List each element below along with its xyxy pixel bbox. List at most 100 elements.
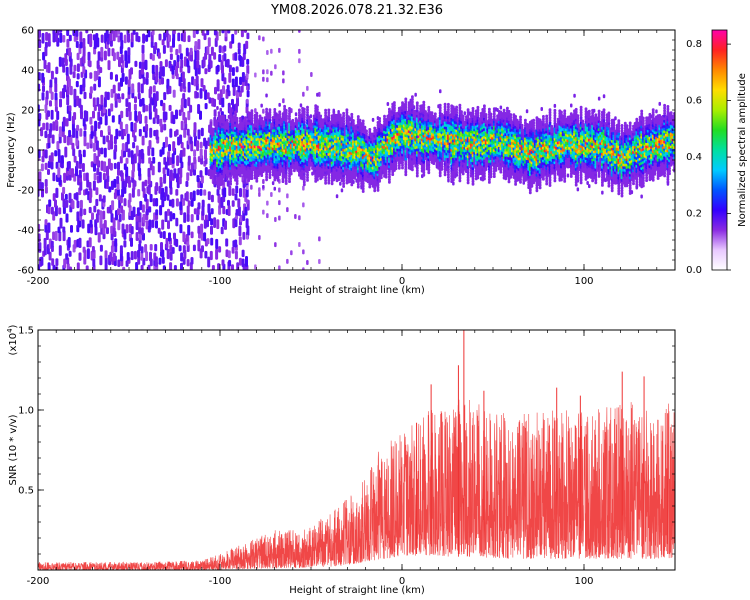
spectrogram-cell [110, 30, 114, 34]
spectrogram-cell [96, 167, 100, 176]
spectrogram-cell [157, 227, 161, 234]
spectrogram-cell [47, 110, 50, 118]
spectrogram-cell [299, 103, 303, 108]
spectrogram-cell [286, 193, 289, 199]
spectrogram-cell [180, 120, 184, 131]
spectrogram-cell [83, 130, 87, 137]
spectrogram-cell [229, 114, 232, 118]
spectrogram-cell [193, 208, 197, 215]
spectrogram-cell [67, 78, 71, 88]
spectrogram-cell [111, 200, 115, 211]
spectrogram-cell [316, 108, 319, 112]
spectrogram-cell [204, 250, 208, 259]
spectrogram-cell [119, 195, 123, 204]
spectrogram-cell [274, 64, 277, 70]
spectrogram-cell [103, 147, 107, 158]
spectrogram-cell [337, 110, 340, 114]
spectrogram-cell [452, 181, 455, 186]
spectrogram-cell [246, 85, 249, 91]
spectrogram-cell [386, 102, 390, 106]
spectrogram-cell [234, 239, 238, 248]
spectrogram-cell [123, 186, 127, 194]
spectrogram-cell [306, 105, 309, 109]
spectrogram-cell [40, 127, 44, 137]
spectrogram-cell [266, 213, 269, 219]
spectrogram-cell [49, 123, 53, 132]
spectrogram-cell [163, 32, 167, 41]
spectrogram-cell [190, 231, 194, 239]
spectrogram-cell [235, 181, 239, 186]
spectrogram-cell [75, 30, 79, 37]
spectrogram-cell [222, 117, 226, 121]
spectrogram-cell [127, 47, 131, 56]
spectrogram-cell [171, 198, 175, 208]
spectrogram-cell [75, 160, 79, 170]
spectrogram-cell [282, 98, 285, 104]
spectrogram-cell [255, 114, 259, 118]
spectrogram-cell [95, 140, 99, 151]
spectrogram-cell [96, 60, 100, 69]
spectrogram-cell [242, 231, 246, 240]
spectrogram-cell [227, 199, 230, 206]
spectrogram-cell [216, 188, 220, 196]
spectrogram-cell [82, 45, 86, 57]
spectrogram-cell [306, 111, 309, 115]
spectrogram-cell [352, 180, 355, 184]
spectrogram-cell [207, 191, 211, 201]
spectrogram-cell [318, 259, 321, 264]
spectrogram-cell [137, 189, 141, 197]
spectrogram-cell [140, 227, 144, 235]
spectrogram-cell [89, 33, 93, 45]
spectrogram-cell [76, 73, 80, 80]
spectrogram-cell [289, 169, 293, 173]
spectrogram-cell [276, 178, 280, 182]
spectrogram-cell [95, 187, 99, 196]
spectrogram-cell [127, 79, 131, 88]
spectrogram-cell [106, 227, 109, 235]
spectrogram-cell [114, 188, 118, 198]
spectrogram-cell [82, 246, 86, 253]
spectrogram-cell [117, 208, 120, 216]
spectrogram-cell [166, 168, 170, 176]
spectrogram-cell [145, 34, 149, 42]
spectrogram-cell [288, 117, 291, 121]
spectrogram-cell [222, 174, 226, 179]
spectrogram-cell [246, 65, 250, 75]
spectrogram-cell [44, 186, 48, 194]
spectrogram-cell [228, 185, 232, 196]
spectrogram-cell [109, 71, 113, 80]
spectrogram-cell [224, 30, 228, 38]
spectrogram-cell [138, 243, 142, 252]
spectrogram-cell [193, 122, 197, 133]
spectrogram-cell [284, 114, 288, 118]
spectrogram-cell [226, 58, 230, 68]
spectrogram-cell [178, 44, 182, 54]
spectrogram-cell [173, 232, 176, 240]
spectrogram-cell [58, 56, 62, 67]
spectrogram-cell [142, 77, 146, 85]
spectrogram-cell [378, 117, 381, 121]
spectrogram-cell [130, 121, 134, 132]
spectrogram-cell [52, 231, 56, 241]
chart-title: YM08.2026.078.21.32.E36 [270, 3, 443, 18]
spectrogram-cell [288, 114, 291, 118]
spectrogram-cell [262, 36, 265, 42]
spectrogram-cell [306, 173, 309, 177]
spectrogram-cell [68, 168, 72, 176]
spectrogram-cell [154, 256, 158, 267]
spectrogram-cell [131, 176, 135, 183]
spectrogram-cell [97, 232, 101, 243]
spectrogram-cell [223, 187, 227, 198]
spectrogram-cell [40, 256, 44, 266]
spectrogram-cell [109, 251, 113, 262]
spectrogram-cell [93, 172, 97, 181]
spectrogram-cell [255, 117, 259, 121]
spectrogram-cell [151, 30, 155, 36]
spectrogram-cell [42, 85, 45, 93]
spectrogram-cell [234, 76, 238, 88]
spectrogram-cell [306, 108, 309, 112]
spectrogram-cell [104, 250, 108, 259]
spectrogram-cell [265, 107, 268, 111]
spectrogram-cell [102, 105, 106, 114]
spectrogram-cell [217, 111, 221, 115]
